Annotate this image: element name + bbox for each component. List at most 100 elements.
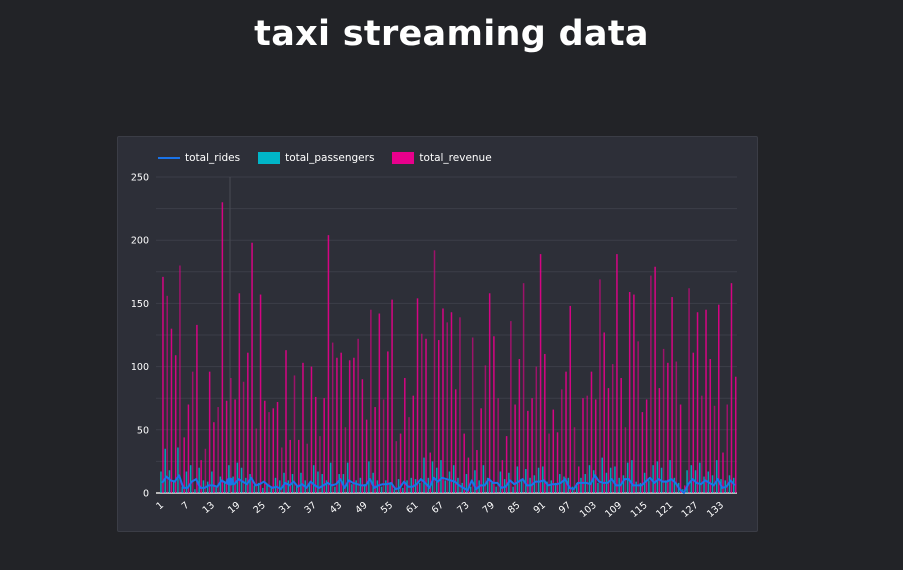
revenue-bar	[272, 408, 275, 493]
x-tick-label: 61	[404, 500, 420, 516]
revenue-bar	[251, 242, 253, 493]
passengers-bar	[516, 466, 519, 493]
revenue-bar	[370, 309, 372, 493]
passengers-bar	[665, 480, 667, 493]
passengers-bar	[232, 476, 234, 493]
passengers-bar	[380, 486, 383, 493]
revenue-bar	[641, 412, 644, 493]
passengers-bar	[588, 465, 591, 493]
y-tick-label: 150	[131, 299, 149, 310]
passengers-bar	[495, 486, 497, 493]
passengers-bar	[592, 470, 595, 493]
revenue-bar	[527, 410, 529, 493]
revenue-bar	[395, 441, 398, 493]
y-tick-label: 200	[131, 236, 149, 247]
passengers-bar	[444, 480, 446, 493]
revenue-bar	[293, 375, 296, 493]
x-tick-label: 127	[680, 500, 701, 520]
revenue-bar	[493, 336, 495, 493]
passengers-bar	[520, 480, 523, 493]
revenue-bar	[616, 254, 618, 493]
revenue-bar	[276, 401, 279, 493]
revenue-bar	[200, 460, 202, 493]
x-tick-label: 19	[226, 500, 242, 516]
x-tick-label: 115	[629, 500, 650, 520]
x-tick-label: 55	[379, 500, 395, 516]
revenue-bar	[247, 352, 249, 493]
revenue-bar	[713, 405, 716, 493]
revenue-bar	[599, 279, 601, 493]
x-tick-label: 43	[328, 500, 344, 516]
revenue-bar	[544, 353, 546, 493]
passengers-bar	[177, 447, 179, 493]
revenue-bar	[191, 371, 194, 493]
revenue-bar	[679, 404, 682, 493]
revenue-bar	[196, 324, 198, 493]
revenue-bar	[514, 404, 516, 493]
revenue-bar	[365, 419, 368, 493]
passengers-bar	[181, 486, 183, 493]
x-tick-label: 79	[481, 500, 497, 516]
passengers-bar	[346, 462, 349, 493]
revenue-bar	[285, 350, 287, 493]
passengers-bar	[270, 487, 273, 493]
x-tick-label: 25	[252, 500, 268, 516]
passengers-bar	[474, 470, 476, 493]
revenue-bar	[310, 366, 313, 493]
passengers-bar	[257, 482, 260, 493]
revenue-bar	[162, 276, 164, 493]
passengers-bar	[431, 461, 434, 493]
revenue-bar	[484, 365, 487, 493]
legend-item-revenue[interactable]: total_revenue	[392, 152, 492, 164]
revenue-bar	[327, 235, 330, 494]
revenue-bar	[662, 348, 665, 493]
x-tick-label: 121	[654, 500, 675, 520]
revenue-bar	[412, 395, 415, 493]
passengers-bar	[312, 465, 315, 493]
x-tick-label: 85	[506, 500, 522, 516]
revenue-bar	[569, 305, 572, 493]
revenue-bar	[344, 427, 347, 493]
revenue-bar	[578, 466, 580, 493]
passengers-bar	[160, 471, 162, 493]
revenue-bar	[607, 388, 610, 493]
passengers-bar	[168, 470, 171, 493]
passengers-bar	[223, 481, 226, 493]
revenue-bar	[488, 293, 491, 493]
x-tick-label: 7	[180, 500, 192, 512]
passengers-bar	[537, 467, 540, 493]
revenue-bar	[421, 333, 423, 493]
revenue-bar	[289, 439, 292, 493]
passengers-bar	[308, 482, 311, 493]
passengers-bar	[385, 480, 387, 493]
passengers-bar	[219, 476, 222, 493]
legend-item-passengers[interactable]: total_passengers	[258, 152, 374, 164]
revenue-bar	[510, 321, 512, 493]
page-title: taxi streaming data	[254, 14, 649, 54]
passengers-bar	[499, 471, 502, 493]
revenue-bar	[633, 294, 635, 493]
x-tick-label: 1	[154, 500, 166, 512]
revenue-bar	[259, 294, 262, 493]
x-tick-label: 31	[277, 500, 293, 516]
passengers-bar	[215, 486, 217, 493]
x-tick-label: 97	[557, 500, 573, 516]
passengers-bar	[686, 470, 688, 493]
revenue-bar	[281, 447, 283, 493]
revenue-bar	[166, 295, 168, 493]
legend-label-rides: total_rides	[185, 152, 241, 164]
revenue-bar	[302, 362, 304, 493]
legend-swatch-passengers	[258, 152, 281, 164]
legend-label-revenue: total_revenue	[419, 152, 492, 164]
passengers-bar	[189, 465, 192, 493]
revenue-bar	[535, 366, 538, 493]
revenue-bar	[297, 439, 300, 493]
passengers-bar	[533, 475, 536, 493]
passengers-bar	[329, 462, 332, 493]
legend-item-rides[interactable]: total_rides	[158, 152, 240, 164]
x-tick-label: 91	[532, 500, 548, 516]
passengers-bar	[622, 475, 625, 493]
passengers-bar	[465, 474, 468, 493]
passengers-bar	[172, 480, 175, 493]
